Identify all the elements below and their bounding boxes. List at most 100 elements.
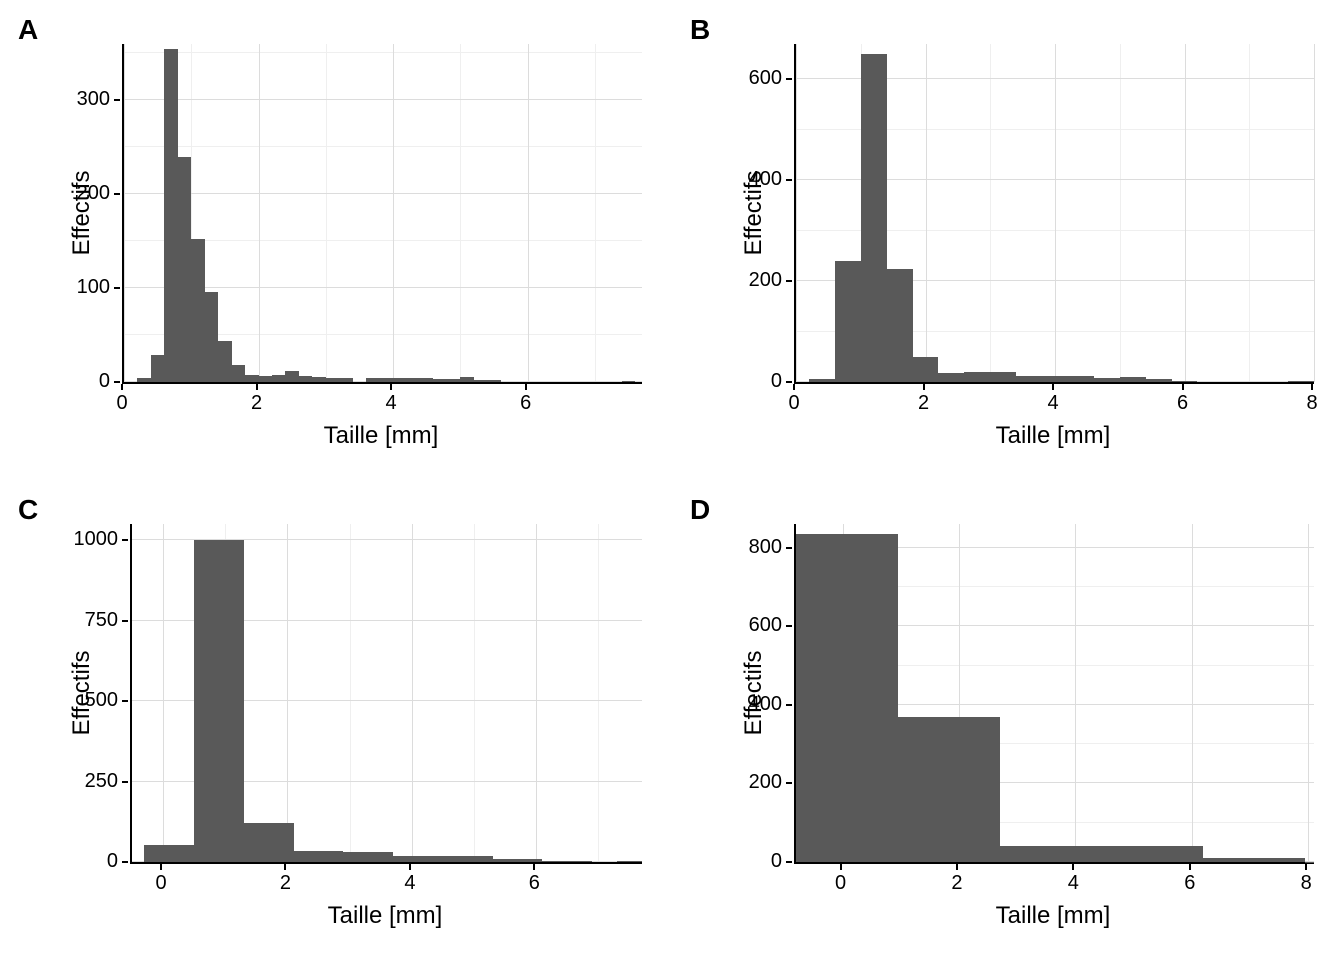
tick-label-x: 6 (514, 872, 554, 895)
histogram-bar (218, 341, 231, 382)
x-axis-title: Taille [mm] (305, 902, 465, 930)
histogram-bar (178, 157, 191, 382)
tick-x (533, 864, 535, 870)
histogram-bar (232, 365, 245, 382)
tick-label-y: 250 (60, 770, 118, 793)
histogram-bar (443, 856, 493, 862)
panel-b: B024680200400600EffectifsTaille [mm] (682, 10, 1334, 470)
grid-major-v (536, 524, 537, 862)
tick-label-y: 0 (52, 370, 110, 393)
grid-major-v (1308, 524, 1309, 862)
plot-area (130, 524, 642, 864)
histogram-bar (617, 861, 642, 862)
tick-y (786, 381, 792, 383)
tick-x (1311, 384, 1313, 390)
tick-label-y: 0 (724, 850, 782, 873)
tick-label-x: 0 (102, 392, 142, 415)
grid-major-v (1314, 44, 1315, 382)
histogram-bar (164, 49, 177, 382)
plot-area (794, 524, 1314, 864)
grid-major-h (124, 99, 642, 100)
histogram-bar (393, 856, 443, 862)
panel-label: D (690, 494, 710, 526)
tick-label-y: 1000 (60, 528, 118, 551)
tick-y (122, 620, 128, 622)
tick-y (122, 539, 128, 541)
tick-label-y: 800 (724, 536, 782, 559)
figure: A02460100200300EffectifsTaille [mm]B0246… (0, 0, 1344, 960)
tick-y (786, 704, 792, 706)
tick-label-x: 8 (1292, 392, 1332, 415)
tick-label-x: 4 (390, 872, 430, 895)
y-axis-title: Effectifs (740, 153, 768, 273)
histogram-bar (285, 371, 298, 382)
tick-x (840, 864, 842, 870)
histogram-bar (1094, 378, 1120, 382)
histogram-bar (343, 852, 393, 862)
histogram-bar (244, 823, 294, 862)
histogram-bar (366, 378, 379, 382)
histogram-bar (299, 376, 312, 382)
histogram-bar (1102, 846, 1204, 862)
grid-major-v (796, 44, 797, 382)
histogram-bar (393, 378, 406, 382)
grid-minor-v (595, 44, 596, 382)
tick-x (284, 864, 286, 870)
tick-y (114, 99, 120, 101)
grid-major-v (1075, 524, 1076, 862)
grid-minor-h (124, 146, 642, 147)
histogram-bar (339, 378, 352, 382)
grid-major-v (163, 524, 164, 862)
histogram-bar (460, 377, 473, 382)
grid-major-v (259, 44, 260, 382)
tick-label-y: 0 (60, 850, 118, 873)
histogram-bar (259, 376, 272, 382)
tick-x (160, 864, 162, 870)
grid-minor-v (598, 524, 599, 862)
histogram-bar (1068, 376, 1094, 382)
x-axis-title: Taille [mm] (301, 422, 461, 450)
tick-x (793, 384, 795, 390)
tick-label-x: 8 (1286, 872, 1326, 895)
y-axis-title: Effectifs (68, 633, 96, 753)
tick-label-y: 100 (52, 276, 110, 299)
histogram-bar (294, 851, 344, 862)
histogram-bar (990, 372, 1016, 382)
tick-label-x: 2 (237, 392, 277, 415)
tick-y (786, 625, 792, 627)
tick-x (409, 864, 411, 870)
histogram-bar (835, 261, 861, 382)
tick-label-y: 600 (724, 67, 782, 90)
tick-x (1182, 384, 1184, 390)
grid-major-v (393, 44, 394, 382)
histogram-bar (898, 717, 1000, 862)
grid-major-v (1185, 44, 1186, 382)
histogram-bar (326, 378, 339, 382)
y-axis-title: Effectifs (68, 153, 96, 273)
tick-y (786, 782, 792, 784)
panel-a: A02460100200300EffectifsTaille [mm] (10, 10, 662, 470)
histogram-bar (433, 379, 446, 382)
histogram-bar (1000, 846, 1102, 862)
histogram-bar (938, 373, 964, 382)
histogram-bar (144, 845, 194, 862)
tick-x (256, 384, 258, 390)
grid-minor-v (460, 44, 461, 382)
grid-major-v (287, 524, 288, 862)
histogram-bar (191, 239, 204, 382)
tick-label-y: 0 (724, 370, 782, 393)
histogram-bar (205, 292, 218, 382)
tick-x (1189, 864, 1191, 870)
grid-major-v (412, 524, 413, 862)
tick-label-y: 300 (52, 88, 110, 111)
histogram-bar (1120, 377, 1146, 382)
grid-major-v (926, 44, 927, 382)
histogram-bar (861, 54, 887, 382)
histogram-bar (1016, 376, 1042, 382)
grid-major-v (124, 44, 125, 382)
tick-label-x: 6 (506, 392, 546, 415)
tick-y (786, 861, 792, 863)
tick-x (1072, 864, 1074, 870)
panel-c: C024602505007501000EffectifsTaille [mm] (10, 490, 662, 950)
tick-label-x: 0 (774, 392, 814, 415)
